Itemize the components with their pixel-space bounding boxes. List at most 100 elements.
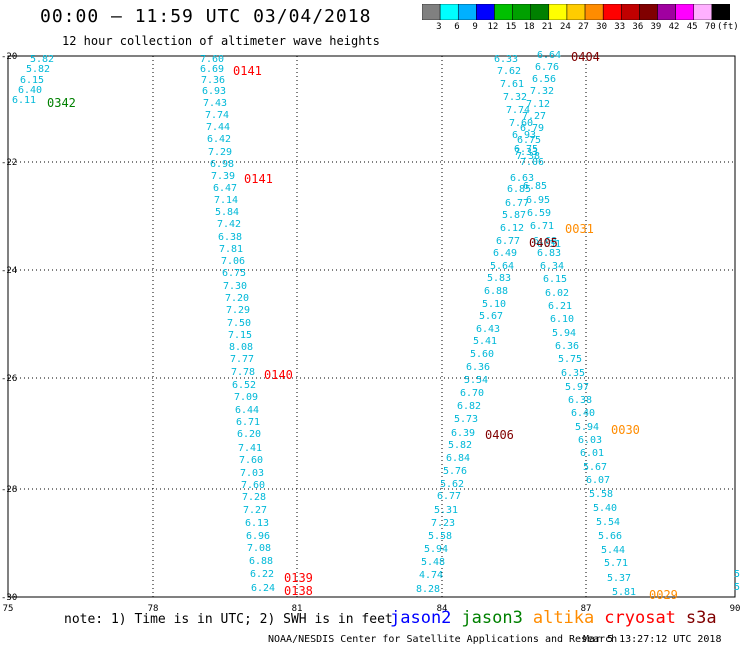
satellite-legend-item: s3a xyxy=(685,608,717,628)
track-0141-0138: 7.606.697.366.937.437.747.446.427.296.98… xyxy=(200,54,275,594)
y-tick-label: -30 xyxy=(1,593,17,603)
wave-height-label: 5.82 xyxy=(30,54,54,65)
wave-height-label: 6.75 xyxy=(517,135,541,146)
wave-height-label: 6.12 xyxy=(500,223,524,234)
wave-height-label: 6.03 xyxy=(578,435,602,446)
wave-height-label: 5.58 xyxy=(428,531,452,542)
wave-height-label: 7.29 xyxy=(208,147,232,158)
wave-height-label: 6.98 xyxy=(210,159,234,170)
wave-height-label: 7.06 xyxy=(221,256,245,267)
wave-height-label: 6.85 xyxy=(523,181,547,192)
wave-height-label: 7.62 xyxy=(497,66,521,77)
x-tick-label: 75 xyxy=(3,604,14,614)
wave-height-label: 5.67 xyxy=(479,311,503,322)
wave-height-label: 6.71 xyxy=(236,417,260,428)
wave-height-label: 6.75 xyxy=(514,144,538,155)
wave-height-label: 5.83 xyxy=(487,273,511,284)
legend-label: 70 xyxy=(704,22,716,32)
legend-label: 39 xyxy=(650,22,662,32)
legend-label: 12 xyxy=(487,22,499,32)
wave-height-label: 5.58 xyxy=(589,489,613,500)
track-edge: 55 xyxy=(734,569,740,593)
wave-height-label: 6.21 xyxy=(548,301,572,312)
wave-height-label: 7.32 xyxy=(503,92,527,103)
pass-id-label: 0141 xyxy=(233,64,262,78)
wave-height-label: 7.38 xyxy=(516,151,540,162)
pass-id-label: 0342 xyxy=(47,96,76,110)
legend-label: 9 xyxy=(472,22,478,32)
legend-label: 30 xyxy=(596,22,608,32)
legend-label: 45 xyxy=(686,22,698,32)
track-0404-upper-right: 6.646.766.567.327.127.276.796.757.337.06 xyxy=(514,50,561,168)
wave-height-label: 6.36 xyxy=(466,362,490,373)
wave-height-label: 6.88 xyxy=(484,286,508,297)
wave-height-label: 6.64 xyxy=(537,50,561,61)
pass-id-label: 0406 xyxy=(485,428,514,442)
color-scale-labels: 3 6 9 12 15 18 21 24 27 30 33 36 39 42 45 70 (ft) xyxy=(422,22,739,34)
wave-height-label: 7.14 xyxy=(214,195,238,206)
wave-height-label: 5.10 xyxy=(482,299,506,310)
satellite-legend-item: cryosat xyxy=(604,608,676,628)
track-0342: 5.825.826.156.406.11 xyxy=(12,54,54,106)
wave-height-label: 6.43 xyxy=(476,324,500,335)
wave-height-label: 6.20 xyxy=(237,429,261,440)
map-frame xyxy=(7,55,736,598)
x-tick-label: 84 xyxy=(437,604,448,614)
legend-label: 3 xyxy=(436,22,442,32)
wave-height-label: 4.74 xyxy=(419,570,443,581)
legend-label: 6 xyxy=(454,22,460,32)
wave-height-label: 5.73 xyxy=(454,414,478,425)
pass-id-label: 0138 xyxy=(284,584,313,598)
wave-height-label: 6.79 xyxy=(520,123,544,134)
legend-label: 42 xyxy=(668,22,680,32)
satellite-legend-item: altika xyxy=(532,608,595,628)
page-subtitle: 12 hour collection of altimeter wave hei… xyxy=(62,34,380,48)
pass-id-label: 0405 xyxy=(529,236,558,250)
wave-height-label: 6.13 xyxy=(245,518,269,529)
legend-label: 24 xyxy=(559,22,571,32)
pass-id-label: 0030 xyxy=(611,423,640,437)
footnote: note: 1) Time is in UTC; 2) SWH is in fe… xyxy=(64,612,393,627)
wave-height-label: 5.76 xyxy=(443,466,467,477)
legend-label: (ft) xyxy=(717,22,739,32)
wave-height-label: 6.82 xyxy=(457,401,481,412)
track-0404-0406: 6.636.856.775.876.126.776.495.645.836.88… xyxy=(416,173,534,595)
wave-height-label: 6.70 xyxy=(460,388,484,399)
wave-height-label: 6.68 xyxy=(533,236,557,247)
wave-height-label: 6.11 xyxy=(12,95,36,106)
wave-height-label: 7.60 xyxy=(239,455,263,466)
wave-height-label: 6.39 xyxy=(451,428,475,439)
pass-id-label: 0404 xyxy=(571,50,600,64)
wave-height-label: 6.77 xyxy=(437,491,461,502)
wave-height-label: 6.42 xyxy=(207,134,231,145)
y-tick-label: -22 xyxy=(1,158,17,168)
wave-height-label: 5.87 xyxy=(502,210,526,221)
legend-label: 27 xyxy=(578,22,589,32)
wave-height-label: 6.38 xyxy=(568,395,592,406)
track-0031-0029: 6.85 6.95 6.59 6.71 6.686.316.83 6.34 6.15 6.02… xyxy=(523,181,636,598)
wave-height-label: 5.44 xyxy=(601,545,625,556)
legend-label: 15 xyxy=(505,22,517,32)
satellite-legend-item: jason3 xyxy=(461,608,523,628)
wave-height-label: 6.33 xyxy=(494,54,518,65)
wave-height-label: 6.85 xyxy=(507,184,531,195)
legend-swatch xyxy=(711,4,730,20)
x-tick-label: 87 xyxy=(581,604,592,614)
wave-height-label: 7.20 xyxy=(225,293,249,304)
wave-height-label: 5.54 xyxy=(596,517,620,528)
wave-height-label: 7.60 xyxy=(200,54,224,65)
wave-height-label: 7.60 xyxy=(241,480,265,491)
wave-height-label: 6.93 xyxy=(202,86,226,97)
wave-height-label: 6.71 xyxy=(530,221,554,232)
page-title: 00:00 — 11:59 UTC 03/04/2018 xyxy=(40,6,372,27)
y-tick-label: -28 xyxy=(1,485,17,495)
wave-height-label: 8.28 xyxy=(416,584,440,595)
wave-height-label: 5.71 xyxy=(604,558,628,569)
wave-height-label: 5.31 xyxy=(434,505,458,516)
wave-height-label: 6.35 xyxy=(561,368,585,379)
wave-height-label: 7.27 xyxy=(522,111,546,122)
wave-height-label: 7.08 xyxy=(247,543,271,554)
wave-height-label: 6.59 xyxy=(527,208,551,219)
